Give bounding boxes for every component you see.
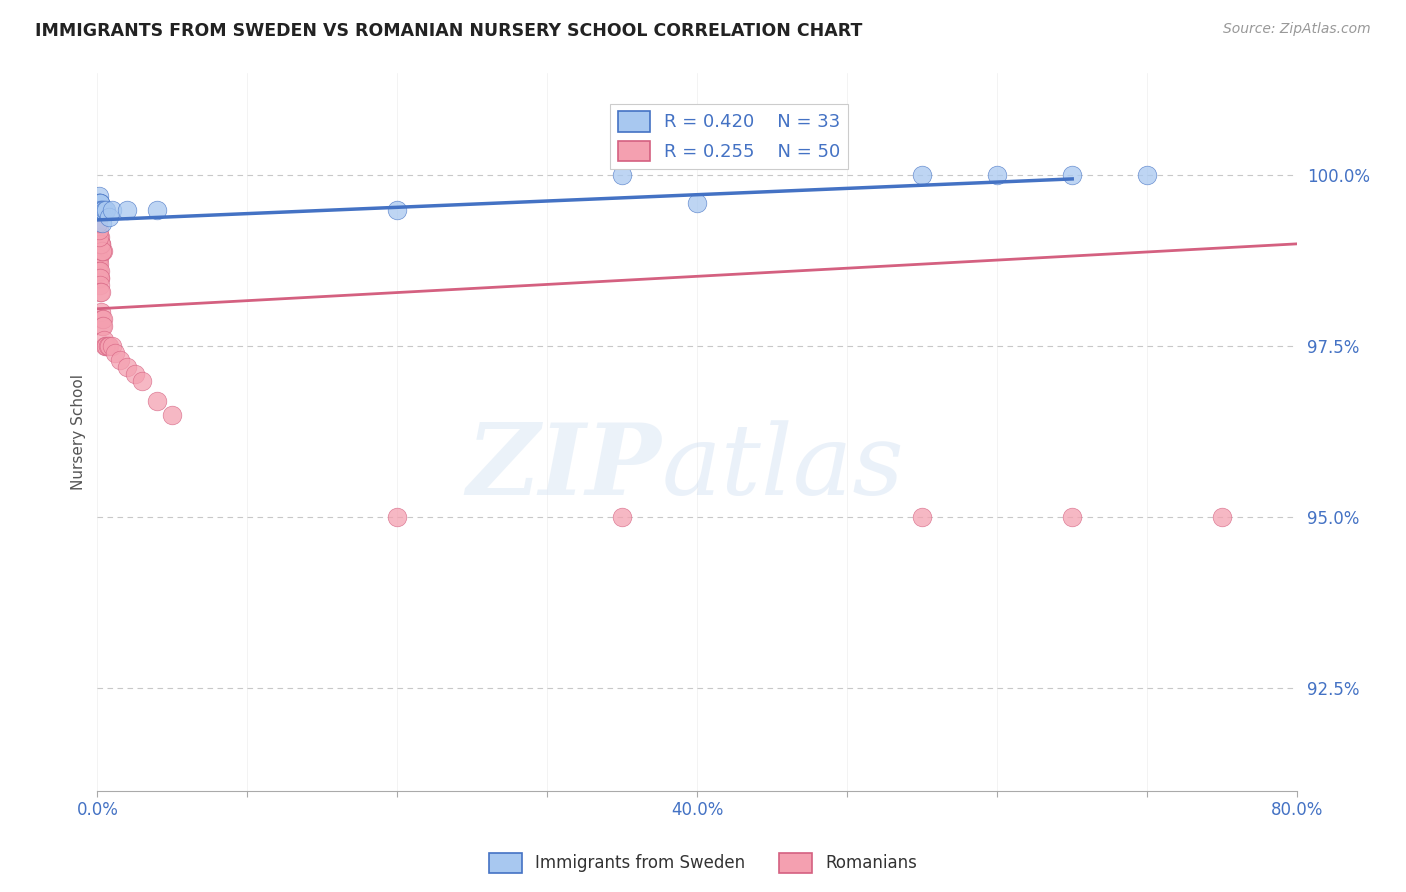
Point [117, 359, 139, 374]
Point [87, 257, 110, 271]
Point [89, 277, 111, 292]
Point [162, 408, 184, 422]
Point [1136, 169, 1159, 183]
Point [89, 236, 111, 251]
Point [93, 333, 115, 347]
Point [91, 312, 114, 326]
Point [612, 169, 634, 183]
Point [91, 244, 114, 258]
Point [89, 202, 111, 217]
Point [87, 195, 110, 210]
Point [87, 251, 110, 265]
Point [89, 271, 111, 285]
Legend: R = 0.420    N = 33, R = 0.255    N = 50: R = 0.420 N = 33, R = 0.255 N = 50 [610, 103, 848, 169]
Point [90, 318, 112, 333]
Point [87, 223, 110, 237]
Point [93, 318, 115, 333]
Point [89, 230, 111, 244]
Point [89, 236, 111, 251]
Point [89, 195, 111, 210]
Point [90, 305, 112, 319]
Point [101, 202, 124, 217]
Point [97, 339, 120, 353]
Point [146, 394, 169, 409]
Point [1211, 510, 1233, 524]
Point [89, 230, 111, 244]
Point [87, 216, 110, 230]
Text: Source: ZipAtlas.com: Source: ZipAtlas.com [1223, 22, 1371, 37]
Point [387, 510, 409, 524]
Point [89, 285, 111, 299]
Point [104, 346, 127, 360]
Point [87, 189, 110, 203]
Y-axis label: Nursery School: Nursery School [72, 374, 86, 490]
Point [101, 339, 124, 353]
Point [87, 202, 110, 217]
Point [94, 202, 117, 217]
Point [87, 271, 110, 285]
Point [89, 271, 111, 285]
Text: atlas: atlas [661, 420, 904, 516]
Point [387, 202, 409, 217]
Point [93, 202, 115, 217]
Point [96, 202, 118, 217]
Point [98, 339, 121, 353]
Point [911, 510, 934, 524]
Legend: Immigrants from Sweden, Romanians: Immigrants from Sweden, Romanians [482, 847, 924, 880]
Text: IMMIGRANTS FROM SWEDEN VS ROMANIAN NURSERY SCHOOL CORRELATION CHART: IMMIGRANTS FROM SWEDEN VS ROMANIAN NURSE… [35, 22, 862, 40]
Point [89, 195, 111, 210]
Point [90, 236, 112, 251]
Point [87, 271, 110, 285]
Point [90, 244, 112, 258]
Point [146, 202, 169, 217]
Point [96, 339, 118, 353]
Point [89, 202, 111, 217]
Point [90, 236, 112, 251]
Point [89, 202, 111, 217]
Point [87, 271, 110, 285]
Text: ZIP: ZIP [467, 419, 661, 516]
Point [90, 285, 112, 299]
Point [108, 353, 131, 368]
Point [91, 202, 114, 217]
Point [87, 202, 110, 217]
Point [1062, 510, 1084, 524]
Point [124, 367, 146, 381]
Point [89, 271, 111, 285]
Point [89, 195, 111, 210]
Point [90, 216, 112, 230]
Point [87, 195, 110, 210]
Point [90, 202, 112, 217]
Point [94, 339, 117, 353]
Point [90, 312, 112, 326]
Point [911, 169, 934, 183]
Point [90, 202, 112, 217]
Point [986, 169, 1008, 183]
Point [87, 251, 110, 265]
Point [89, 202, 111, 217]
Point [87, 264, 110, 278]
Point [98, 210, 121, 224]
Point [686, 195, 709, 210]
Point [1062, 169, 1084, 183]
Point [89, 264, 111, 278]
Point [117, 202, 139, 217]
Point [89, 195, 111, 210]
Point [87, 195, 110, 210]
Point [90, 244, 112, 258]
Point [612, 510, 634, 524]
Point [89, 264, 111, 278]
Point [87, 257, 110, 271]
Point [87, 202, 110, 217]
Point [131, 374, 153, 388]
